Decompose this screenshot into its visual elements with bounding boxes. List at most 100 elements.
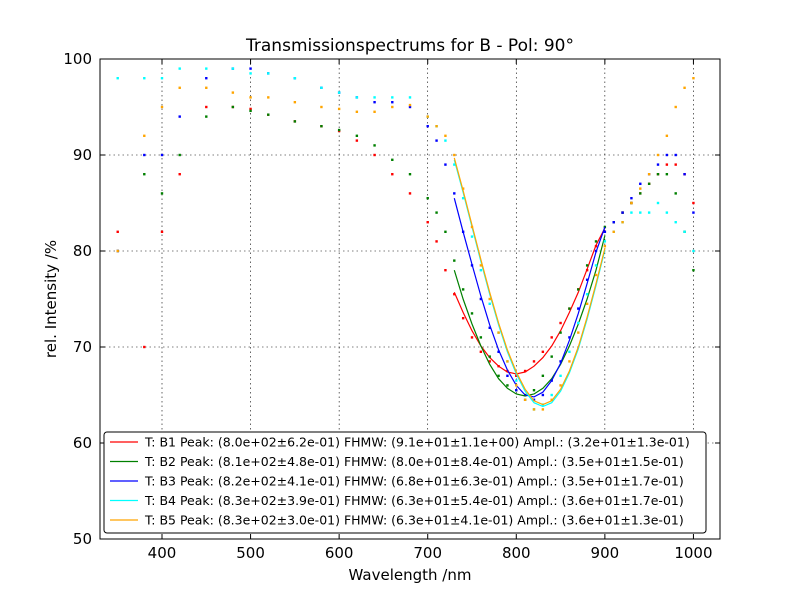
grid-lines <box>100 58 720 540</box>
data-point <box>408 105 412 109</box>
data-point <box>559 374 562 377</box>
legend-label: T: B4 Peak: (8.3e+02±3.9e-01) FHMW: (6.3… <box>144 493 684 508</box>
y-tick-label: 70 <box>73 338 92 356</box>
data-point <box>639 192 642 195</box>
data-point <box>683 230 686 233</box>
data-point <box>391 101 394 104</box>
data-point <box>577 288 580 291</box>
x-tick-label: 1000 <box>674 544 712 562</box>
data-point <box>577 331 580 334</box>
data-point <box>205 86 208 89</box>
data-point <box>647 173 651 176</box>
data-point <box>665 173 669 176</box>
data-point <box>541 408 545 411</box>
data-point <box>479 297 483 301</box>
data-point <box>692 269 695 272</box>
data-point <box>249 72 252 75</box>
data-point <box>541 350 545 353</box>
data-point <box>444 230 447 233</box>
legend-entry-5: T: B5 Peak: (8.3e+02±3.0e-01) FHMW: (6.3… <box>110 513 684 528</box>
data-point <box>674 153 677 157</box>
data-point <box>444 163 447 166</box>
data-point <box>585 264 589 267</box>
data-point <box>497 350 500 353</box>
data-point <box>577 321 580 325</box>
data-point <box>426 221 429 224</box>
y-tick-label: 90 <box>73 146 92 164</box>
data-point <box>391 105 394 109</box>
data-point <box>320 105 323 109</box>
data-point <box>373 96 376 99</box>
data-point <box>541 393 545 397</box>
data-point <box>426 197 429 200</box>
data-point <box>506 374 509 377</box>
data-point <box>515 379 518 382</box>
legend-label: T: B3 Peak: (8.2e+02±4.1e-01) FHMW: (6.8… <box>144 474 684 489</box>
data-point <box>267 113 270 116</box>
data-point <box>683 173 686 176</box>
data-point <box>205 115 208 118</box>
data-point <box>523 398 527 401</box>
legend-entry-3: T: B3 Peak: (8.2e+02±4.1e-01) FHMW: (6.8… <box>110 474 684 489</box>
data-point <box>391 158 394 161</box>
data-point <box>497 331 500 334</box>
data-point <box>337 107 341 111</box>
data-point <box>249 107 252 111</box>
data-point <box>479 336 483 339</box>
data-point <box>435 211 438 214</box>
data-point <box>523 369 527 373</box>
data-point <box>373 144 376 147</box>
data-point <box>656 201 660 205</box>
data-point <box>479 269 483 272</box>
data-point <box>612 230 615 233</box>
data-point <box>408 96 412 99</box>
data-point <box>515 389 518 392</box>
data-point <box>355 110 359 113</box>
legend-entry-4: T: B4 Peak: (8.3e+02±3.9e-01) FHMW: (6.3… <box>110 493 684 508</box>
legend-box <box>103 431 707 534</box>
data-point <box>683 86 686 89</box>
axis-ticks: 400 500 600 700 800 900 1000 50 60 70 80 90 100 <box>63 50 720 562</box>
data-point <box>488 326 491 329</box>
data-point <box>231 105 235 109</box>
data-point <box>373 153 376 157</box>
data-point <box>249 67 252 70</box>
y-tick-label: 50 <box>73 530 92 548</box>
data-point <box>470 312 474 315</box>
data-point <box>355 139 359 142</box>
data-point <box>461 197 465 200</box>
data-point <box>178 153 181 157</box>
data-point <box>116 249 119 253</box>
data-point <box>674 105 677 109</box>
data-point <box>674 192 677 195</box>
x-tick-label: 500 <box>236 544 265 562</box>
data-point <box>293 120 297 123</box>
data-point <box>621 221 624 224</box>
data-point <box>231 91 235 94</box>
data-point <box>656 173 660 176</box>
data-point <box>435 139 438 142</box>
data-point <box>665 163 669 166</box>
legend-entries: T: B1 Peak: (8.0e+02±6.2e-01) FHMW: (9.1… <box>110 435 690 528</box>
legend-label: T: B5 Peak: (8.3e+02±3.0e-01) FHMW: (6.3… <box>144 513 684 528</box>
data-point <box>205 77 208 80</box>
data-point <box>143 173 146 176</box>
data-point <box>647 211 651 214</box>
data-point <box>249 109 252 113</box>
data-point <box>488 297 491 301</box>
fit-line <box>453 157 606 406</box>
data-point <box>143 345 146 349</box>
legend-label: T: B2 Peak: (8.1e+02±4.8e-01) FHMW: (8.0… <box>144 454 684 469</box>
data-point <box>559 384 562 387</box>
data-point <box>479 350 483 353</box>
x-tick-label: 400 <box>148 544 177 562</box>
x-tick-label: 900 <box>591 544 620 562</box>
data-point <box>408 173 412 176</box>
data-point <box>205 105 208 109</box>
data-point <box>568 350 571 353</box>
data-point <box>444 269 447 272</box>
data-point <box>532 408 536 411</box>
data-point <box>470 235 474 238</box>
data-point <box>674 221 677 224</box>
data-point <box>355 134 359 137</box>
